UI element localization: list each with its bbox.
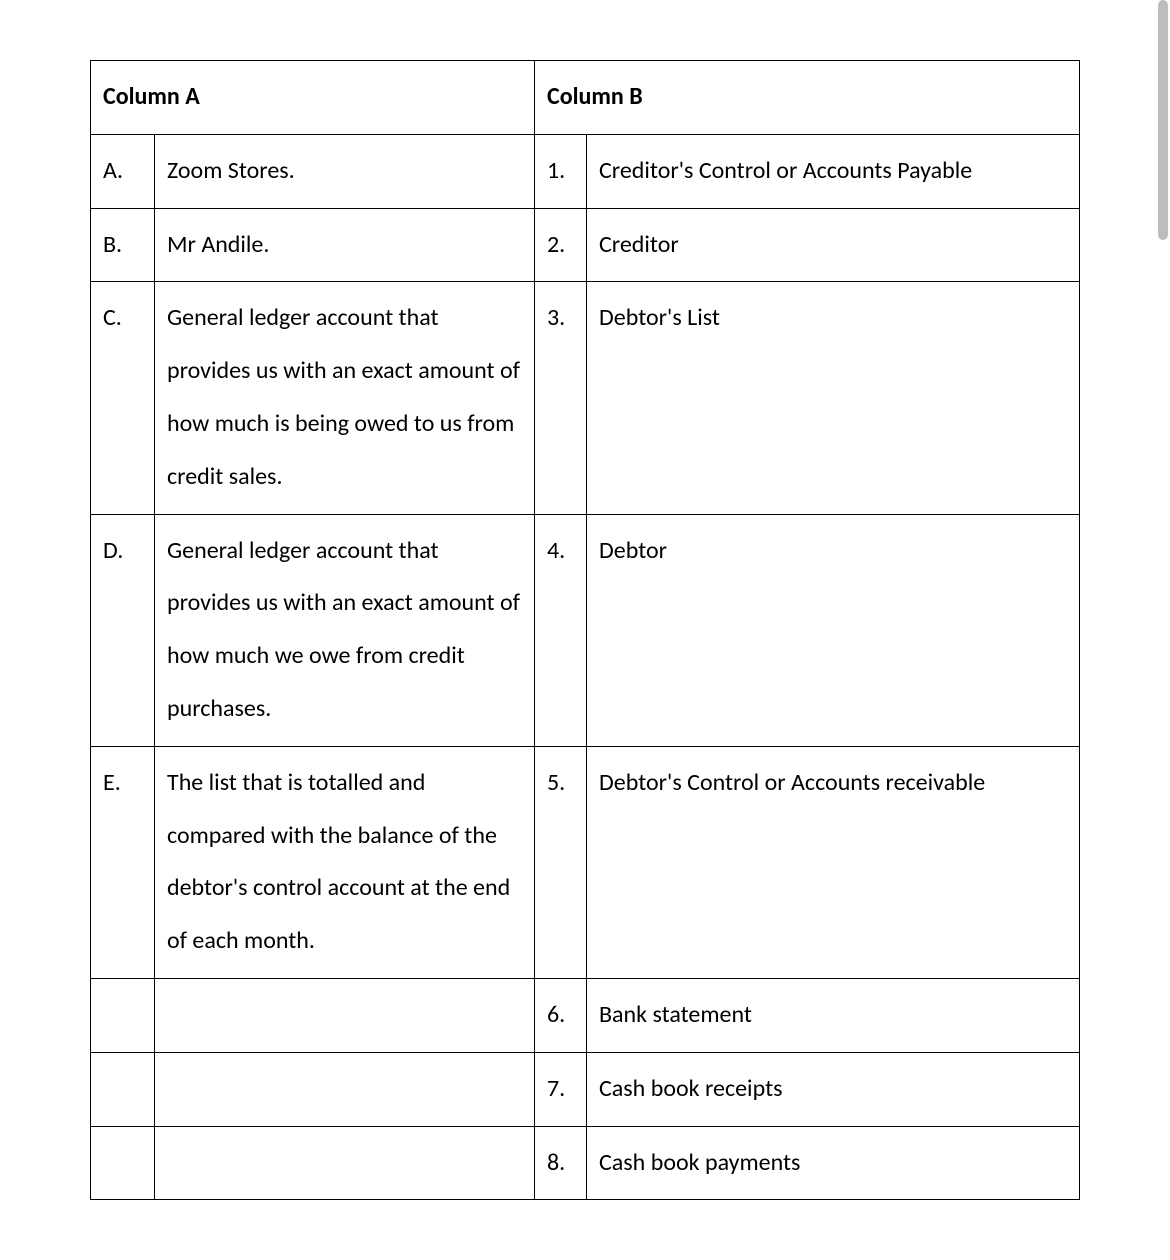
col-b-text: Bank statement [587,978,1080,1052]
matching-table: Column A Column B A. Zoom Stores. 1. Cre… [90,60,1080,1200]
col-a-letter [91,1052,155,1126]
col-a-letter: A. [91,134,155,208]
col-b-number: 4. [535,514,587,746]
col-a-text: General ledger account that provides us … [155,282,535,514]
col-b-number: 2. [535,208,587,282]
document-page: Column A Column B A. Zoom Stores. 1. Cre… [0,0,1170,1260]
col-b-text: Debtor [587,514,1080,746]
table-header-row: Column A Column B [91,61,1080,135]
table-row: A. Zoom Stores. 1. Creditor's Control or… [91,134,1080,208]
scrollbar-thumb[interactable] [1158,0,1168,240]
col-a-letter: D. [91,514,155,746]
col-b-text: Debtor's List [587,282,1080,514]
col-b-text: Creditor [587,208,1080,282]
col-b-text: Cash book receipts [587,1052,1080,1126]
col-a-text [155,978,535,1052]
col-b-number: 1. [535,134,587,208]
header-column-b: Column B [535,61,1080,135]
col-b-number: 5. [535,746,587,978]
col-a-text: The list that is totalled and compared w… [155,746,535,978]
col-a-letter: C. [91,282,155,514]
col-a-text: Zoom Stores. [155,134,535,208]
col-b-text: Cash book payments [587,1126,1080,1200]
col-b-text: Debtor's Control or Accounts receivable [587,746,1080,978]
table-row: E. The list that is totalled and compare… [91,746,1080,978]
table-row: B. Mr Andile. 2. Creditor [91,208,1080,282]
table-row: 8. Cash book payments [91,1126,1080,1200]
col-b-number: 6. [535,978,587,1052]
col-b-number: 7. [535,1052,587,1126]
table-row: 6. Bank statement [91,978,1080,1052]
scrollbar-track[interactable] [1156,0,1170,1193]
col-b-number: 3. [535,282,587,514]
table-row: 7. Cash book receipts [91,1052,1080,1126]
table-row: C. General ledger account that provides … [91,282,1080,514]
col-a-letter [91,1126,155,1200]
table-row: D. General ledger account that provides … [91,514,1080,746]
col-a-text: Mr Andile. [155,208,535,282]
col-a-text: General ledger account that provides us … [155,514,535,746]
col-b-number: 8. [535,1126,587,1200]
col-a-text [155,1126,535,1200]
header-column-a: Column A [91,61,535,135]
col-a-letter: E. [91,746,155,978]
col-a-letter [91,978,155,1052]
col-a-letter: B. [91,208,155,282]
col-b-text: Creditor's Control or Accounts Payable [587,134,1080,208]
col-a-text [155,1052,535,1126]
